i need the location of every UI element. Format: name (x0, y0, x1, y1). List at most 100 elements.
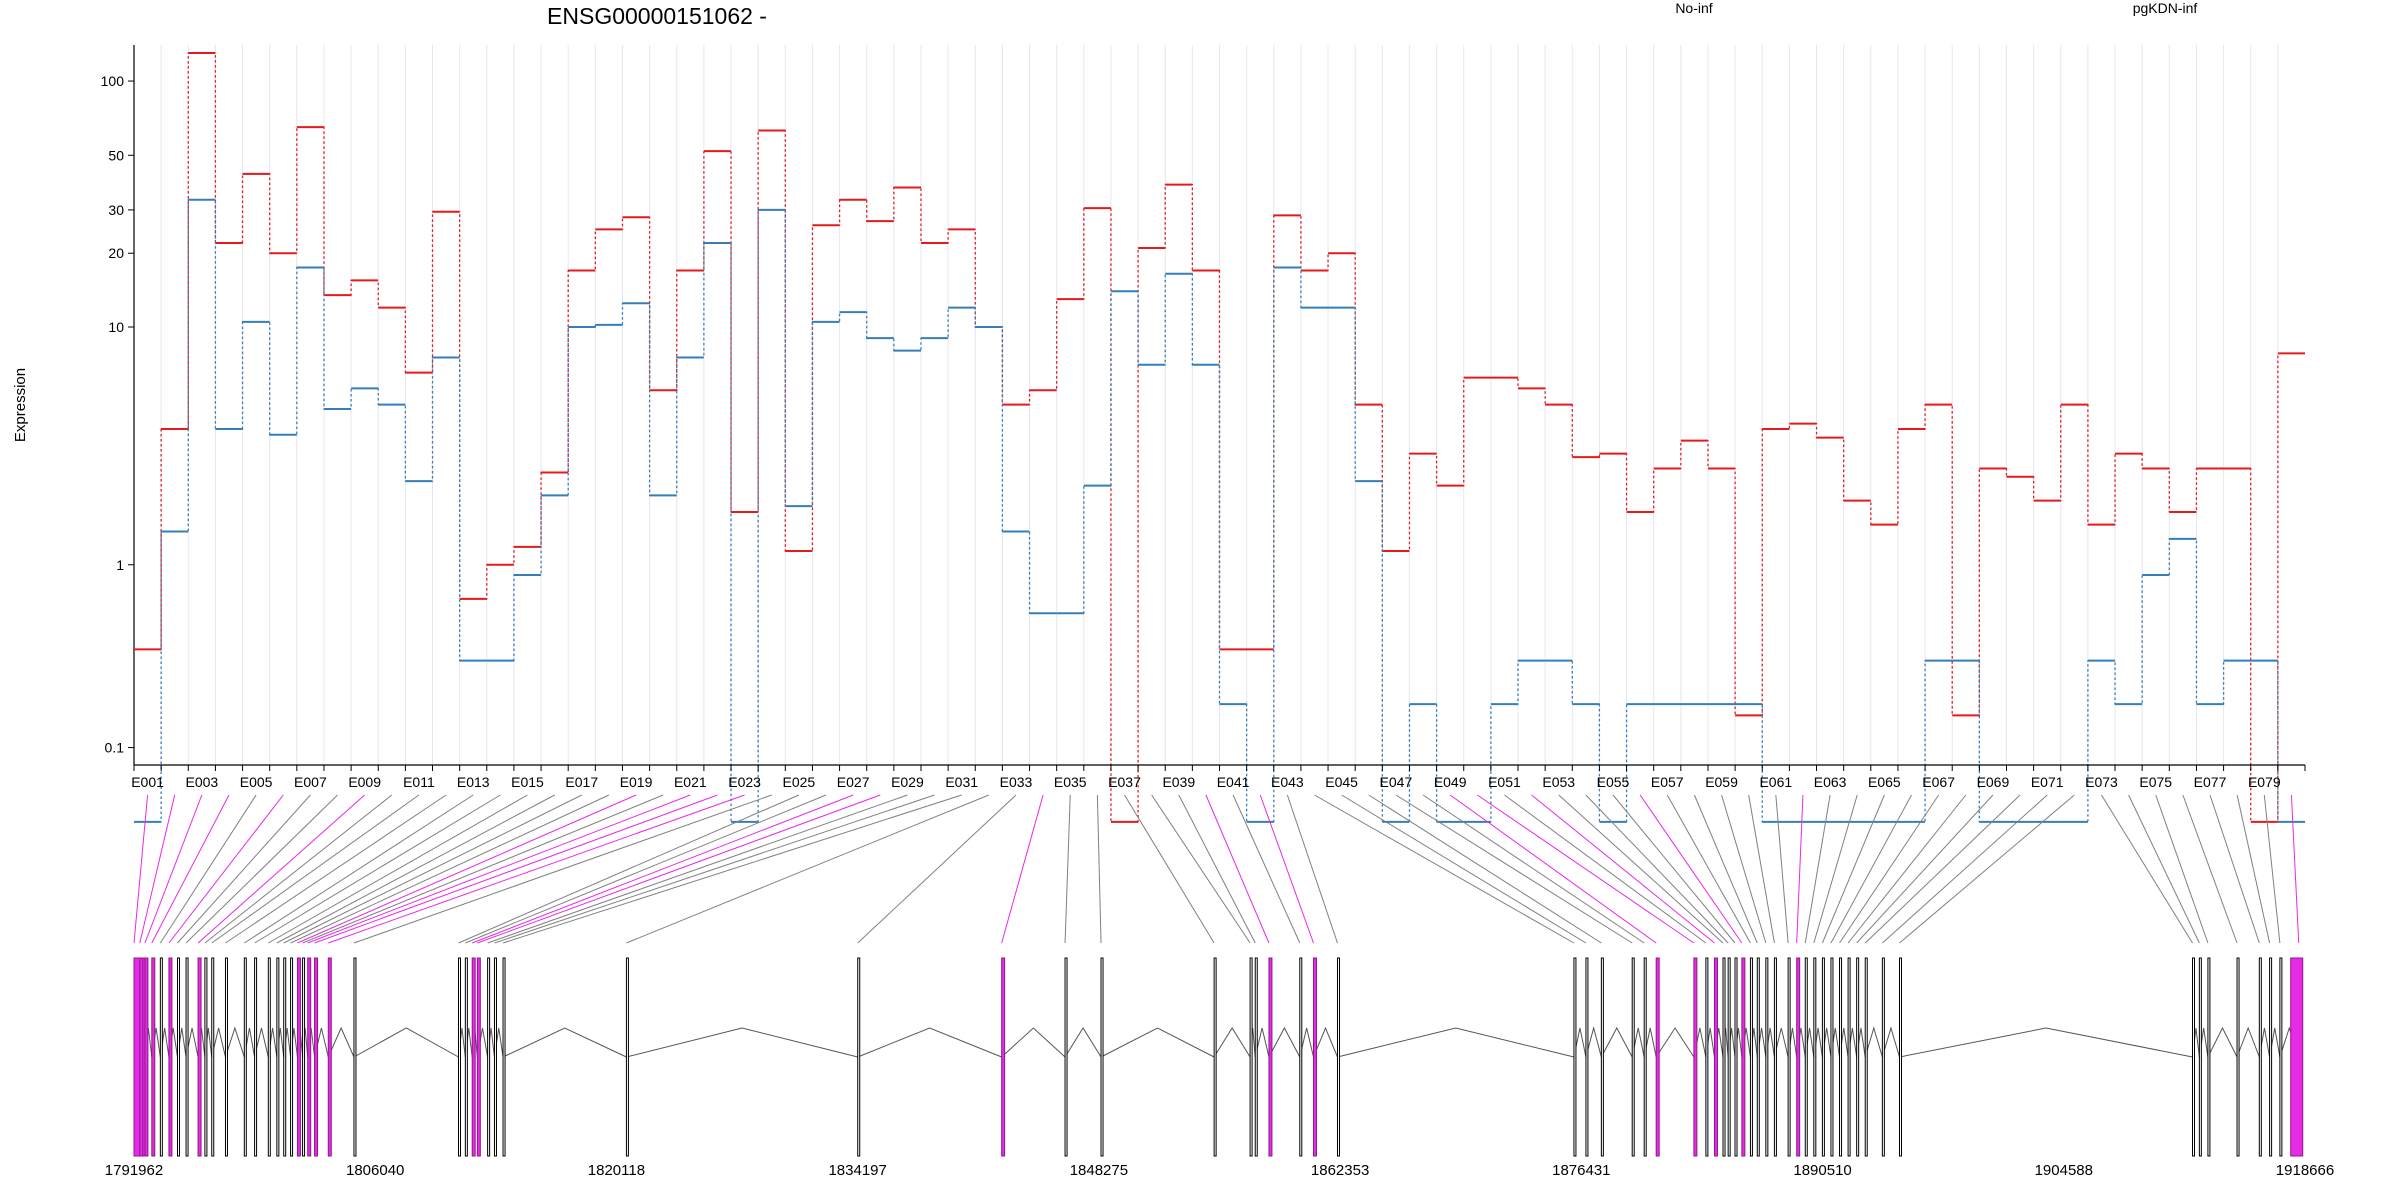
exon-connector (1477, 794, 1695, 944)
genomic-tick-label: 1848275 (1070, 1162, 1128, 1179)
exon-tick-label: E011 (403, 774, 435, 790)
exon-connector (197, 794, 366, 944)
exon-tick-label: E045 (1325, 774, 1358, 790)
exon-block (2279, 957, 2283, 1157)
exon-connector (1504, 794, 1707, 944)
genomic-axis: 1791962 1806040 1820118 1834197 1848275 18623… (105, 1162, 2334, 1179)
exon-connector (139, 794, 176, 944)
genomic-tick-label: 1791962 (105, 1162, 163, 1179)
exon-tick-label: E031 (945, 774, 978, 790)
exon-tick-label: E041 (1217, 774, 1250, 790)
exon-tick-label: E043 (1271, 774, 1304, 790)
exon-connector (1775, 794, 1789, 944)
y-axis: 0.1 1 10 20 30 50 100 (101, 45, 135, 765)
exon-tick-label: E055 (1597, 774, 1630, 790)
legend-no-inf: No-inf (1675, 0, 1712, 16)
exon-connector (2209, 794, 2260, 944)
exon-block (176, 957, 180, 1157)
exon-tick-label: E063 (1814, 774, 1847, 790)
series-pgkdn-inf (134, 198, 2305, 823)
exon-connector (1064, 794, 1071, 944)
exon-connector (1558, 794, 1724, 944)
exon-connector (159, 794, 257, 944)
exon-connector (2263, 794, 2281, 944)
exon-tick-label: E077 (2194, 774, 2227, 790)
exon-connector (1585, 794, 1729, 944)
genomic-tick-label: 1876431 (1552, 1162, 1610, 1179)
exon-connector (1286, 794, 1338, 944)
exon-connector (168, 794, 284, 944)
intron (1864, 1026, 1883, 1058)
exon-block (1100, 957, 1104, 1157)
exon-block (457, 957, 461, 1157)
exon-connector (1748, 794, 1775, 944)
exon-connector (2290, 794, 2300, 944)
exon-connector (151, 794, 230, 944)
exon-connector (1531, 794, 1715, 944)
exon-block (197, 957, 202, 1157)
exon-connector (283, 794, 582, 944)
exon-block (487, 957, 491, 1157)
gene-model (133, 957, 2304, 1157)
exon-block (2269, 957, 2273, 1157)
exon-connector (302, 794, 664, 944)
exon-block (1813, 957, 1817, 1157)
exon-axis: E001 E003 E005 E007 E009 E011 E013 E015 E017 E019… (131, 764, 2306, 790)
exon-block (1773, 957, 1777, 1157)
exon-connector (1804, 794, 1831, 944)
exon-block (1336, 957, 1340, 1157)
exon-block (296, 957, 301, 1157)
exon-connector (244, 794, 474, 944)
exon-block (1213, 957, 1217, 1157)
exon-connector (1721, 794, 1767, 944)
exon-tick-label: E035 (1054, 774, 1087, 790)
exon-tick-label: E067 (1922, 774, 1955, 790)
exon-connector (1314, 794, 1575, 944)
exon-connector (1899, 794, 2075, 944)
genomic-tick-label: 1806040 (346, 1162, 404, 1179)
exon-tick-label: E025 (783, 774, 816, 790)
exon-block (185, 957, 189, 1157)
exon-connector (1839, 794, 1940, 944)
y-tick-label: 0.1 (105, 740, 125, 756)
exon-connector (472, 794, 854, 944)
exon-connector (1882, 794, 2048, 944)
y-tick-label: 100 (101, 73, 125, 89)
exon-block (224, 957, 228, 1157)
exon-tick-label: E029 (891, 774, 924, 790)
chart-title: ENSG00000151062 - (547, 3, 767, 29)
exon-block (1741, 957, 1746, 1157)
exon-block (1064, 957, 1068, 1157)
exon-connector (328, 794, 745, 944)
exon-connector (1693, 794, 1758, 944)
exon-connector (225, 794, 447, 944)
exon-connector (857, 794, 1017, 944)
exon-block (1585, 957, 1589, 1157)
exon-connector (1639, 794, 1743, 944)
exon-connector (1612, 794, 1736, 944)
exon-connector (297, 794, 637, 944)
exon-block (1299, 957, 1303, 1157)
exon-connector (1205, 794, 1270, 944)
intron (2207, 1026, 2238, 1058)
exon-tick-label: E003 (185, 774, 218, 790)
exon-block (857, 957, 861, 1157)
genomic-tick-label: 1834197 (828, 1162, 886, 1179)
intron (857, 1027, 1002, 1058)
intron (1899, 1027, 2193, 1058)
exon-block (1864, 957, 1868, 1157)
exon-tick-label: E009 (348, 774, 381, 790)
exon-connector (1830, 794, 1912, 944)
exon-connector (133, 794, 149, 944)
genomic-tick-label: 1862353 (1311, 1162, 1369, 1179)
exon-connector (290, 794, 610, 944)
exon-connector (458, 794, 800, 944)
y-tick-label: 30 (108, 202, 124, 218)
exon-block (302, 957, 306, 1157)
genomic-tick-label: 1820118 (588, 1162, 645, 1179)
exon-block (502, 957, 506, 1157)
intron (1100, 1027, 1215, 1058)
exon-block (1693, 957, 1698, 1157)
exon-block (211, 957, 215, 1157)
intron (353, 1027, 459, 1058)
